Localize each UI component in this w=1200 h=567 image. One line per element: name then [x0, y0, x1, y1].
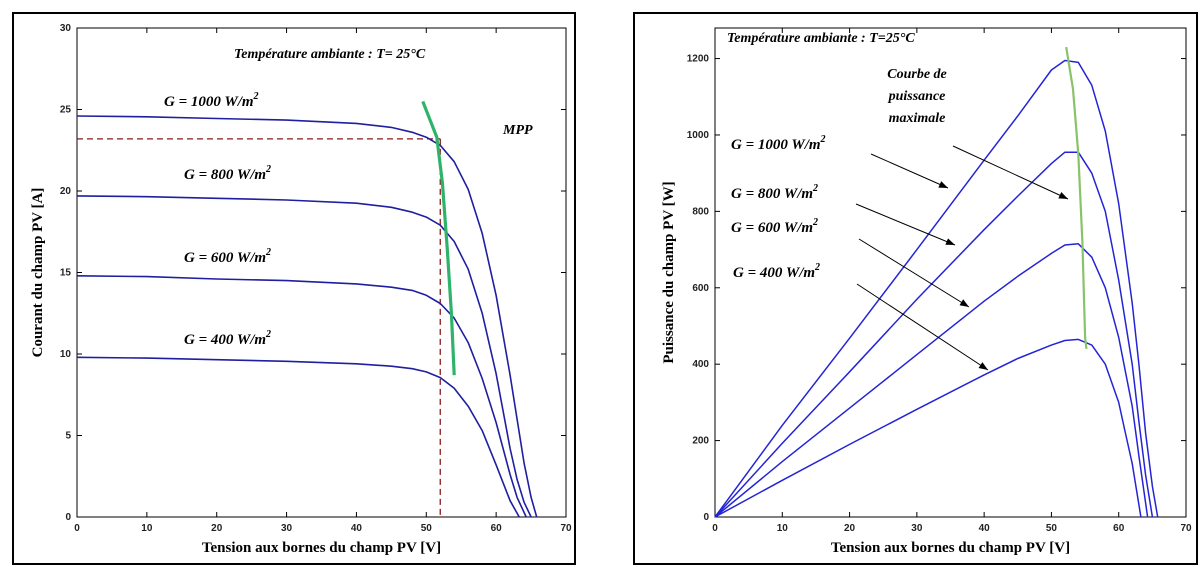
- series-label-superscript: 2: [812, 183, 818, 194]
- y-tick-label: 0: [703, 512, 709, 523]
- series-label-superscript: 2: [253, 91, 259, 102]
- x-tick-label: 70: [1180, 523, 1192, 534]
- y-tick-label: 400: [692, 359, 709, 370]
- x-tick-label: 30: [281, 523, 293, 534]
- series-label-text: G = 800 W/m: [184, 167, 266, 183]
- x-axis-title: Tension aux bornes du champ PV [V]: [831, 540, 1070, 556]
- series-label-text: G = 400 W/m: [184, 332, 266, 348]
- x-tick-label: 10: [777, 523, 789, 534]
- y-tick-label: 20: [60, 186, 72, 197]
- x-tick-label: 60: [1113, 523, 1125, 534]
- iv-curve: [76, 115, 538, 518]
- x-tick-label: 50: [421, 523, 433, 534]
- arrow-max-power: [952, 145, 1069, 200]
- power-curve: [714, 151, 1154, 518]
- iv-curve: [76, 195, 532, 518]
- mpp-curve: [421, 100, 456, 376]
- max-power-label: maximale: [889, 111, 946, 126]
- arrow-600-head: [959, 299, 969, 307]
- mpp-label: MPP: [502, 123, 533, 138]
- x-tick-label: 0: [74, 523, 80, 534]
- series-label-text: G = 1000 W/m: [731, 137, 821, 153]
- arrow-400-head: [978, 362, 988, 370]
- series-label-text: G = 400 W/m: [733, 265, 815, 281]
- series-label-superscript: 2: [265, 329, 271, 340]
- power-curve: [714, 59, 1159, 518]
- x-tick-label: 20: [844, 523, 856, 534]
- temperature-annotation: Température ambiante : T=25°C: [727, 31, 915, 46]
- series-label: G = 800 W/m2: [731, 183, 818, 202]
- y-tick-label: 200: [692, 436, 709, 447]
- series-label: G = 400 W/m2: [733, 262, 820, 281]
- x-tick-label: 40: [351, 523, 363, 534]
- series-label-superscript: 2: [814, 262, 820, 273]
- pv-chart-panel: 0 10 20 30 40 50 60 70 0 200 400 600 800 1000 1200 Tens…: [633, 12, 1198, 565]
- power-curve: [714, 338, 1142, 518]
- y-tick-label: 25: [60, 105, 72, 116]
- x-tick-label: 40: [979, 523, 991, 534]
- arrow-800-head: [945, 238, 955, 245]
- x-axis-title: Tension aux bornes du champ PV [V]: [202, 540, 441, 556]
- arrow-max-power-head: [1058, 192, 1068, 199]
- iv-curve: [76, 356, 520, 518]
- series-label: G = 600 W/m2: [731, 217, 818, 236]
- y-tick-label: 1200: [687, 54, 710, 65]
- arrow-1000-head: [938, 181, 948, 188]
- series-label: G = 1000 W/m2: [731, 134, 826, 153]
- arrow-800: [855, 203, 956, 246]
- series-label: G = 800 W/m2: [184, 164, 271, 183]
- max-power-label: puissance: [888, 89, 946, 104]
- series-label-superscript: 2: [820, 134, 826, 145]
- x-tick-label: 60: [491, 523, 503, 534]
- y-tick-label: 10: [60, 349, 72, 360]
- max-power-curve: [1065, 46, 1088, 350]
- x-tick-label: 30: [911, 523, 923, 534]
- y-axis-title: Courant du champ PV [A]: [30, 188, 46, 358]
- y-tick-label: 1000: [687, 130, 710, 141]
- plot-frame: [76, 27, 567, 518]
- y-tick-label: 0: [65, 512, 71, 523]
- series-label: G = 600 W/m2: [184, 247, 271, 266]
- series-label-text: G = 1000 W/m: [164, 94, 254, 110]
- iv-chart: 0 10 20 30 40 50 60 70 0 5 10 15 20 25 30 Tension aux b…: [30, 23, 572, 556]
- y-tick-label: 600: [692, 283, 709, 294]
- power-curve: [714, 243, 1149, 518]
- y-tick-label: 30: [60, 23, 72, 34]
- arrow-600: [858, 238, 970, 308]
- series-label: G = 400 W/m2: [184, 329, 271, 348]
- arrow-400: [856, 283, 989, 371]
- series-label-text: G = 600 W/m: [731, 220, 813, 236]
- arrow-1000: [870, 153, 949, 189]
- series-label-superscript: 2: [265, 164, 271, 175]
- x-tick-label: 0: [712, 523, 718, 534]
- iv-curve: [76, 275, 527, 518]
- x-tick-label: 20: [211, 523, 223, 534]
- series-label: G = 1000 W/m2: [164, 91, 259, 110]
- series-label-text: G = 800 W/m: [731, 186, 813, 202]
- temperature-annotation: Température ambiante : T= 25°C: [234, 47, 426, 62]
- y-tick-label: 15: [60, 268, 72, 279]
- y-tick-label: 800: [692, 206, 709, 217]
- plot-frame: [714, 27, 1187, 518]
- y-tick-label: 5: [65, 431, 71, 442]
- y-axis-title: Puissance du champ PV [W]: [661, 181, 677, 363]
- x-tick-label: 10: [141, 523, 153, 534]
- iv-chart-panel: 0 10 20 30 40 50 60 70 0 5 10 15 20 25 30 Tension aux b…: [12, 12, 576, 565]
- pv-chart: 0 10 20 30 40 50 60 70 0 200 400 600 800 1000 1200 Tens…: [661, 27, 1192, 556]
- max-power-label: Courbe de: [887, 67, 947, 82]
- series-label-superscript: 2: [265, 247, 271, 258]
- series-label-text: G = 600 W/m: [184, 250, 266, 266]
- x-tick-label: 50: [1046, 523, 1058, 534]
- x-tick-label: 70: [560, 523, 572, 534]
- series-label-superscript: 2: [812, 217, 818, 228]
